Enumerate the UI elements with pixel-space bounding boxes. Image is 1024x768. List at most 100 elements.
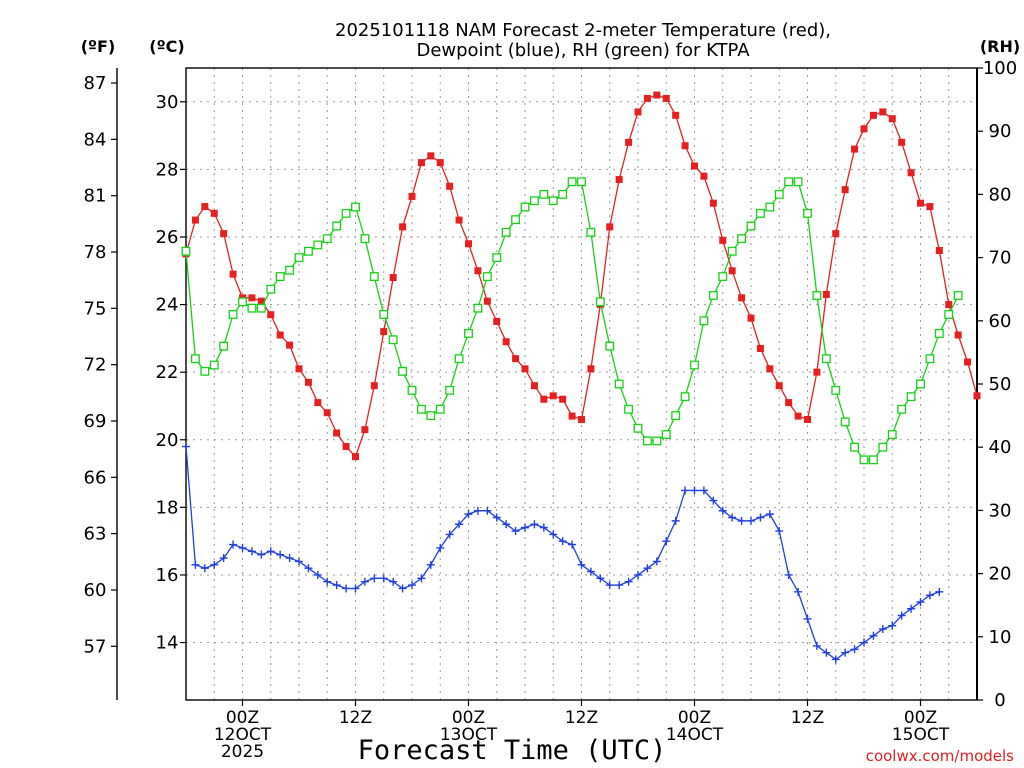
2-meter-temperature-point — [851, 145, 859, 153]
rh-point — [228, 310, 238, 319]
2-meter-temperature-point — [813, 368, 821, 376]
2-meter-temperature-point — [756, 345, 764, 353]
2-meter-temperature-point — [719, 236, 727, 244]
dewpoint-point — [483, 506, 492, 515]
time-tick-label: 13OCT — [440, 725, 498, 745]
rh-point — [633, 423, 643, 433]
rh-point — [878, 442, 888, 452]
2-meter-temperature-point — [634, 108, 642, 116]
2-meter-temperature-point — [342, 443, 350, 451]
dewpoint-point — [219, 554, 228, 563]
rh-point — [906, 392, 916, 402]
celsius-tick-label: 18 — [156, 497, 179, 518]
chart-subtitle: Dewpoint (blue), RH (green) for KTPA — [416, 40, 750, 61]
dewpoint-point — [191, 560, 200, 569]
rh-tick-label: 80 — [989, 184, 1012, 205]
2-meter-temperature-point — [775, 382, 783, 390]
2-meter-temperature-point — [785, 399, 793, 407]
rh-point — [322, 234, 332, 244]
rh-point — [680, 392, 690, 402]
2-meter-temperature-point — [465, 240, 472, 248]
dewpoint-point — [342, 584, 351, 593]
rh-point — [379, 310, 389, 319]
2-meter-temperature-point — [276, 331, 284, 339]
dewpoint-point — [850, 645, 859, 654]
rh-tick-label: 70 — [989, 248, 1012, 269]
dewpoint-point — [803, 614, 812, 623]
rh-point — [398, 366, 408, 376]
celsius-tick-label: 24 — [156, 295, 179, 316]
2-meter-temperature-point — [333, 429, 341, 437]
rh-point — [294, 253, 304, 263]
2-meter-temperature-point — [888, 115, 896, 123]
rh-point — [708, 291, 718, 300]
2-meter-temperature-point — [926, 203, 934, 211]
rh-point — [577, 177, 586, 187]
credit-text: coolwx.com/models — [866, 747, 1014, 765]
rh-point — [426, 411, 436, 421]
rh-point — [256, 303, 266, 313]
fahrenheit-tick-label: 57 — [84, 636, 107, 657]
rh-point — [859, 455, 869, 465]
rh-point — [925, 354, 935, 364]
rh-tick-label: 20 — [989, 564, 1012, 585]
dewpoint-point — [473, 506, 482, 515]
rh-tick-label: 50 — [989, 374, 1012, 395]
dewpoint-point — [370, 574, 379, 583]
dewpoint-point — [690, 486, 699, 495]
rh-point — [285, 265, 295, 275]
fahrenheit-tick-label: 66 — [84, 467, 107, 488]
celsius-tick-label: 16 — [156, 565, 179, 586]
rh-point — [520, 202, 530, 212]
rh-point — [916, 379, 925, 389]
dewpoint-point — [605, 581, 614, 590]
2-meter-temperature-point — [841, 186, 849, 194]
dewpoint-point — [699, 486, 708, 495]
dewpoint-point — [662, 537, 671, 546]
2-meter-temperature-series — [182, 91, 981, 461]
2-meter-temperature-point — [907, 169, 915, 177]
fahrenheit-tick-label: 75 — [84, 298, 107, 319]
rh-tick-label: 100 — [983, 58, 1017, 79]
2-meter-temperature-point — [615, 176, 623, 184]
time-tick-label: 14OCT — [666, 725, 724, 745]
2-meter-temperature-point — [681, 142, 689, 150]
2-meter-temperature-point — [935, 247, 943, 255]
dewpoint-point — [916, 597, 925, 606]
axis-ticks: 14 16 18 20 22 24 26 28 30 57 60 63 66 69 72 75 78 81 84 87… — [84, 58, 1018, 762]
data-series — [181, 91, 981, 664]
rh-point — [567, 177, 577, 187]
dewpoint-point — [860, 638, 868, 647]
rh-point — [464, 328, 473, 338]
rh-point — [821, 354, 831, 364]
dewpoint-point — [398, 584, 407, 593]
dewpoint-point — [681, 486, 690, 495]
2-meter-temperature-point — [804, 415, 811, 423]
rh-point — [190, 354, 200, 364]
rh-point — [219, 341, 229, 351]
dewpoint-point — [775, 527, 784, 536]
2-meter-temperature-point — [408, 192, 416, 200]
rh-point — [351, 202, 360, 212]
dewpoint-point — [266, 547, 275, 556]
2-meter-temperature-point — [964, 358, 972, 366]
rh-point — [774, 189, 784, 199]
dewpoint-point — [455, 520, 464, 529]
2-meter-temperature-point — [917, 199, 924, 207]
rh-point — [831, 385, 841, 395]
time-tick-label: 12OCT — [214, 725, 272, 745]
dewpoint-point — [549, 530, 558, 539]
rh-tick-label: 60 — [989, 311, 1012, 332]
rh-point — [746, 221, 756, 231]
dewpoint-point — [634, 570, 642, 579]
rh-point — [388, 335, 398, 345]
rh-tick-label: 0 — [994, 690, 1005, 711]
dewpoint-point — [596, 574, 605, 583]
dewpoint-point — [577, 560, 586, 569]
2-meter-temperature-point — [832, 230, 840, 238]
rh-point — [200, 366, 210, 376]
2-meter-temperature-point — [766, 365, 774, 373]
2-meter-temperature-point — [578, 415, 585, 423]
rh-point — [595, 297, 605, 307]
